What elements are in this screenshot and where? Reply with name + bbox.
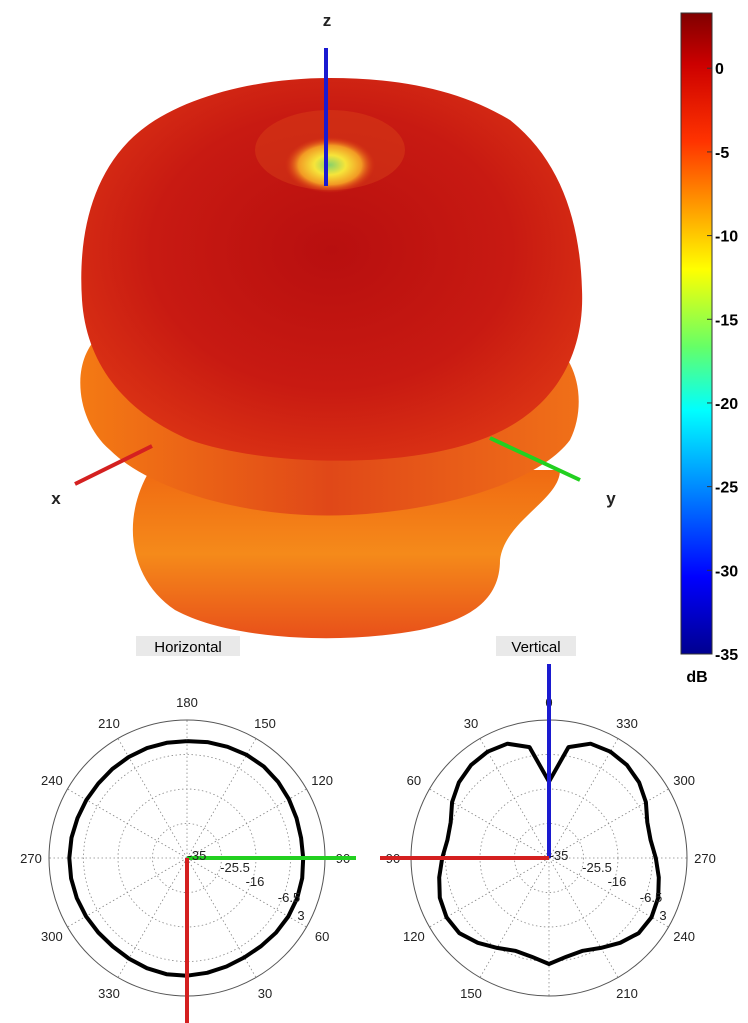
polar-ring-label: -16 [246, 874, 265, 889]
polar-angle-label: 210 [616, 986, 638, 1001]
polar-angle-label: 30 [464, 716, 478, 731]
polar-angle-label: 30 [258, 986, 272, 1001]
colorbar-tick-label: 0 [715, 61, 724, 78]
pattern-3d-upper-lobe [81, 78, 583, 461]
polar-angle-label: 270 [20, 851, 42, 866]
polar-ring-label: -6.5 [278, 890, 300, 905]
vertical-title-bg [496, 636, 576, 656]
polar-ring-label: -35 [188, 848, 207, 863]
polar-grid-spoke [548, 738, 619, 859]
polar-grid-spoke [429, 857, 550, 928]
pattern-curve [437, 741, 661, 966]
polar-ring-label: -16 [608, 874, 627, 889]
polar-angle-label: 330 [98, 986, 120, 1001]
horizontal-title-bg [136, 636, 240, 656]
polar-grid-spoke [479, 738, 550, 859]
colorbar-gradient [680, 12, 713, 655]
polar-ring-label: -25.5 [582, 860, 612, 875]
polar-ring-label: 3 [659, 908, 666, 923]
pattern-3d-null-dip [285, 137, 375, 193]
colorbar-tick-label: -10 [715, 229, 738, 246]
colorbar-tick-label: -30 [715, 563, 738, 580]
polar-angle-label: 60 [407, 773, 421, 788]
colorbar-tick-label: -35 [715, 647, 738, 664]
polar-ring-label: -35 [550, 848, 569, 863]
polar-angle-label: 150 [460, 986, 482, 1001]
polar-grid-spoke [67, 788, 188, 859]
pattern-3d-lower-lobe [132, 470, 560, 639]
polar-grid-spoke [186, 857, 307, 928]
polar-angle-label: 120 [403, 929, 425, 944]
y-axis-label: y [606, 489, 616, 508]
polar-angle-label: 180 [176, 695, 198, 710]
colorbar-tick-label: -15 [715, 312, 738, 329]
horizontal-polar-plot: Horizontal 18015012090603033030027024021… [20, 636, 356, 1023]
polar-angle-label: 150 [254, 716, 276, 731]
colorbar: 0 -5 -10 -15 -20 -25 -30 -35 dB [680, 12, 738, 686]
polar-angle-label: 240 [673, 929, 695, 944]
polar-grid-spoke [186, 857, 257, 978]
polar-angle-label: 60 [315, 929, 329, 944]
polar-ring-label: 3 [297, 908, 304, 923]
polar-angle-label: 240 [41, 773, 63, 788]
pattern-3d: z x y [51, 11, 616, 639]
polar-grid-spoke [186, 788, 307, 859]
polar-ring-label: -6.5 [640, 890, 662, 905]
polar-grid-spoke [479, 857, 550, 978]
polar-angle-label: 330 [616, 716, 638, 731]
polar-angle-label: 210 [98, 716, 120, 731]
x-axis-line [74, 444, 153, 486]
colorbar-tick-label: -25 [715, 480, 738, 497]
horizontal-plot-title: Horizontal [154, 639, 222, 656]
polar-angle-label: 120 [311, 773, 333, 788]
colorbar-unit-label: dB [686, 669, 707, 686]
polar-grid-spoke [548, 788, 669, 859]
polar-angle-label: 270 [694, 851, 716, 866]
polar-angle-label: 300 [673, 773, 695, 788]
z-axis-label: z [323, 11, 332, 30]
polar-grid-spoke [548, 857, 619, 978]
colorbar-tick-label: -20 [715, 396, 738, 413]
vertical-polar-plot: Vertical 0306090120150210240270300330-35… [380, 636, 716, 1001]
polar-grid-spoke [117, 857, 188, 978]
polar-grid-spoke [429, 788, 550, 859]
polar-grid-spoke [548, 857, 669, 928]
y-axis-line [489, 436, 581, 482]
x-axis-label: x [51, 489, 61, 508]
polar-ring-label: -25.5 [220, 860, 250, 875]
polar-grid-spoke [67, 857, 188, 928]
vertical-plot-title: Vertical [511, 639, 560, 656]
polar-grid-spoke [117, 738, 188, 859]
polar-angle-label: 300 [41, 929, 63, 944]
colorbar-tick-label: -5 [715, 145, 729, 162]
polar-grid-spoke [186, 738, 257, 859]
